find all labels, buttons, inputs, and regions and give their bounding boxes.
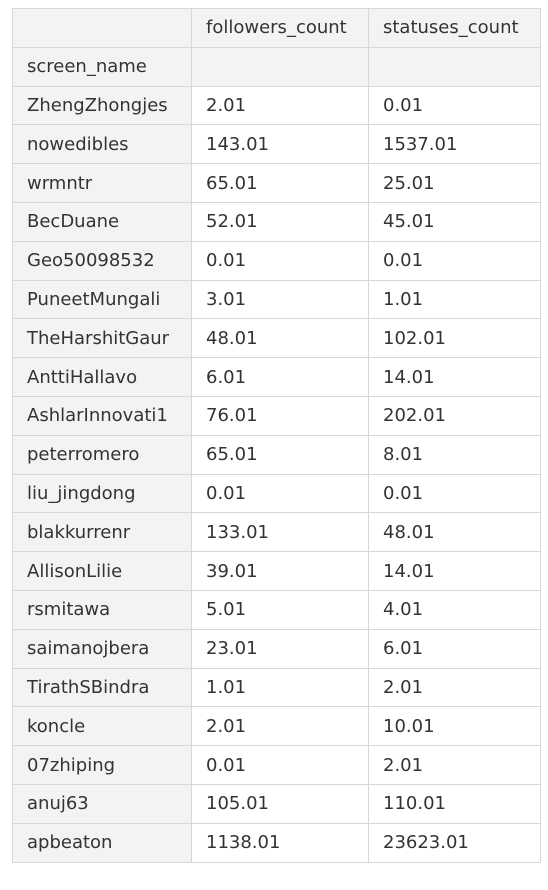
table-row: peterromero 65.01 8.01 [12,434,541,475]
table-row: AshlarInnovati1 76.01 202.01 [12,395,541,436]
followers-count-cell: 143.01 [191,124,369,165]
statuses-count-cell: 23623.01 [368,822,541,863]
row-index-cell: BecDuane [12,201,192,242]
statuses-count-cell: 1.01 [368,279,541,320]
statuses-count-cell: 102.01 [368,318,541,359]
followers-count-cell: 5.01 [191,589,369,630]
row-index-cell: TheHarshitGaur [12,318,192,359]
statuses-count-cell: 110.01 [368,783,541,824]
column-header-followers-count: followers_count [191,8,369,48]
statuses-count-cell: 1537.01 [368,124,541,165]
row-index-cell: 07zhiping [12,745,192,785]
row-index-cell: liu_jingdong [12,473,192,514]
table-row: anuj63 105.01 110.01 [12,783,541,824]
table-row: nowedibles 143.01 1537.01 [12,124,541,165]
statuses-count-cell: 25.01 [368,163,541,203]
column-header-statuses-count: statuses_count [368,8,541,48]
followers-count-cell: 52.01 [191,201,369,242]
statuses-count-cell: 2.01 [368,745,541,785]
row-index-cell: Geo50098532 [12,240,192,281]
statuses-count-cell: 6.01 [368,628,541,669]
statuses-count-cell: 48.01 [368,512,541,553]
row-index-cell: AllisonLilie [12,551,192,591]
followers-count-cell: 2.01 [191,706,369,747]
statuses-count-cell: 10.01 [368,706,541,747]
statuses-count-cell: 4.01 [368,589,541,630]
index-name-row: screen_name [12,46,541,87]
table-row: TirathSBindra 1.01 2.01 [12,667,541,708]
table-header: followers_count statuses_count screen_na… [12,8,541,87]
table-row: ZhengZhongjes 2.01 0.01 [12,85,541,126]
followers-count-cell: 65.01 [191,434,369,475]
row-index-cell: nowedibles [12,124,192,165]
table-row: AllisonLilie 39.01 14.01 [12,551,541,591]
followers-count-cell: 105.01 [191,783,369,824]
table-row: PuneetMungali 3.01 1.01 [12,279,541,320]
table-row: Geo50098532 0.01 0.01 [12,240,541,281]
statuses-count-cell: 0.01 [368,240,541,281]
table-row: TheHarshitGaur 48.01 102.01 [12,318,541,359]
empty-header-cell [191,46,369,87]
statuses-count-cell: 14.01 [368,551,541,591]
table-row: AnttiHallavo 6.01 14.01 [12,357,541,397]
row-index-cell: rsmitawa [12,589,192,630]
row-index-cell: anuj63 [12,783,192,824]
followers-count-cell: 0.01 [191,473,369,514]
index-corner-cell [12,8,192,48]
followers-count-cell: 1138.01 [191,822,369,863]
row-index-cell: PuneetMungali [12,279,192,320]
table-row: BecDuane 52.01 45.01 [12,201,541,242]
row-index-cell: AshlarInnovati1 [12,395,192,436]
followers-count-cell: 1.01 [191,667,369,708]
row-index-cell: koncle [12,706,192,747]
followers-count-cell: 23.01 [191,628,369,669]
statuses-count-cell: 2.01 [368,667,541,708]
dataframe-container: followers_count statuses_count screen_na… [12,8,541,863]
followers-count-cell: 0.01 [191,745,369,785]
column-header-row: followers_count statuses_count [12,8,541,48]
table-row: apbeaton 1138.01 23623.01 [12,822,541,863]
dataframe-table: followers_count statuses_count screen_na… [12,8,541,863]
followers-count-cell: 3.01 [191,279,369,320]
row-index-cell: AnttiHallavo [12,357,192,397]
row-index-cell: peterromero [12,434,192,475]
statuses-count-cell: 202.01 [368,395,541,436]
row-index-cell: wrmntr [12,163,192,203]
followers-count-cell: 48.01 [191,318,369,359]
followers-count-cell: 76.01 [191,395,369,436]
followers-count-cell: 0.01 [191,240,369,281]
followers-count-cell: 6.01 [191,357,369,397]
row-index-cell: saimanojbera [12,628,192,669]
table-row: liu_jingdong 0.01 0.01 [12,473,541,514]
table-row: blakkurrenr 133.01 48.01 [12,512,541,553]
row-index-cell: apbeaton [12,822,192,863]
table-row: saimanojbera 23.01 6.01 [12,628,541,669]
table-body: ZhengZhongjes 2.01 0.01 nowedibles 143.01 153… [12,85,541,863]
followers-count-cell: 133.01 [191,512,369,553]
statuses-count-cell: 14.01 [368,357,541,397]
row-index-cell: blakkurrenr [12,512,192,553]
followers-count-cell: 39.01 [191,551,369,591]
table-row: koncle 2.01 10.01 [12,706,541,747]
statuses-count-cell: 45.01 [368,201,541,242]
followers-count-cell: 2.01 [191,85,369,126]
table-row: wrmntr 65.01 25.01 [12,163,541,203]
statuses-count-cell: 0.01 [368,473,541,514]
statuses-count-cell: 0.01 [368,85,541,126]
followers-count-cell: 65.01 [191,163,369,203]
table-row: rsmitawa 5.01 4.01 [12,589,541,630]
row-index-cell: TirathSBindra [12,667,192,708]
empty-header-cell [368,46,541,87]
statuses-count-cell: 8.01 [368,434,541,475]
index-name-cell: screen_name [12,46,192,87]
row-index-cell: ZhengZhongjes [12,85,192,126]
table-row: 07zhiping 0.01 2.01 [12,745,541,785]
